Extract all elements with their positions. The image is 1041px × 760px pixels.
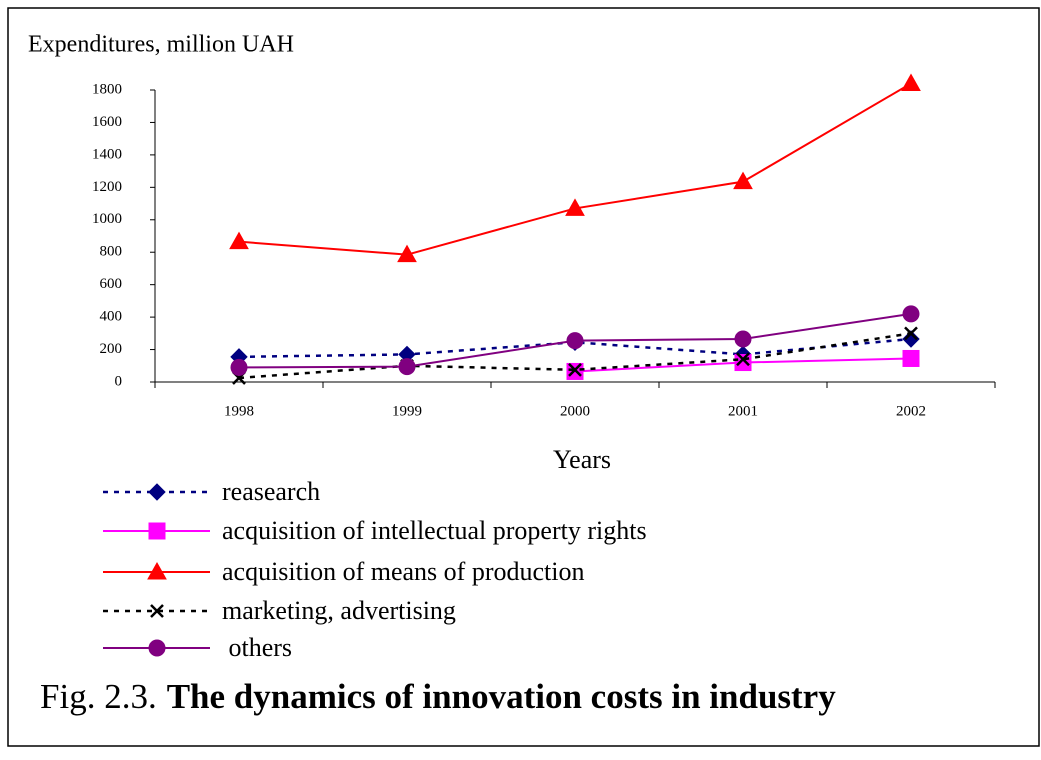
caption-title: The dynamics of innovation costs in indu… bbox=[167, 677, 837, 716]
y-tick-label: 1000 bbox=[92, 211, 122, 227]
legend-label: acquisition of intellectual property rig… bbox=[222, 516, 647, 545]
data-point bbox=[902, 305, 920, 323]
series-line bbox=[238, 82, 912, 256]
series-line bbox=[238, 332, 912, 380]
data-point bbox=[734, 354, 752, 372]
legend-marker bbox=[150, 604, 164, 618]
y-tick-label: 800 bbox=[100, 244, 123, 260]
legend-marker bbox=[147, 561, 167, 580]
x-tick-label: 2002 bbox=[896, 403, 926, 419]
legend-marker bbox=[148, 522, 166, 540]
data-point bbox=[901, 73, 921, 92]
y-tick-label: 200 bbox=[100, 341, 123, 357]
legend-label: acquisition of means of production bbox=[222, 557, 584, 586]
y-axis-label: Expenditures, million UAH bbox=[28, 32, 294, 58]
data-point bbox=[902, 330, 920, 348]
x-tick-label: 1999 bbox=[392, 403, 422, 419]
y-tick-label: 600 bbox=[100, 276, 123, 292]
legend-marker bbox=[148, 483, 166, 501]
data-point bbox=[398, 358, 416, 376]
caption: Fig. 2.3. The dynamics of innovation cost… bbox=[40, 677, 836, 716]
x-tick-label: 2000 bbox=[560, 403, 590, 419]
legend-label: marketing, advertising bbox=[222, 596, 456, 625]
y-tick-label: 400 bbox=[100, 309, 123, 325]
x-tick-label: 2001 bbox=[728, 403, 758, 419]
y-tick-label: 1600 bbox=[92, 114, 122, 130]
data-point bbox=[733, 171, 753, 190]
legend-label: reasearch bbox=[222, 477, 320, 506]
legend-label: others bbox=[222, 633, 292, 662]
data-point bbox=[397, 244, 417, 263]
data-point bbox=[229, 231, 249, 250]
data-point bbox=[902, 349, 920, 367]
data-point bbox=[566, 332, 584, 350]
figure-label: Fig. 2.3. bbox=[40, 677, 157, 716]
x-tick-label: 1998 bbox=[224, 403, 254, 419]
data-point bbox=[565, 198, 585, 216]
y-tick-label: 0 bbox=[115, 373, 123, 389]
y-tick-label: 1200 bbox=[92, 179, 122, 195]
x-axis-label: Years bbox=[553, 445, 611, 474]
series-line bbox=[238, 337, 912, 359]
data-point bbox=[904, 326, 918, 341]
data-point bbox=[736, 352, 750, 367]
data-point bbox=[568, 362, 582, 377]
data-point bbox=[734, 330, 752, 348]
y-tick-label: 1800 bbox=[92, 81, 122, 97]
legend-marker bbox=[148, 639, 166, 657]
y-tick-label: 1400 bbox=[92, 146, 122, 162]
frame bbox=[7, 7, 1040, 747]
data-point bbox=[230, 358, 248, 376]
